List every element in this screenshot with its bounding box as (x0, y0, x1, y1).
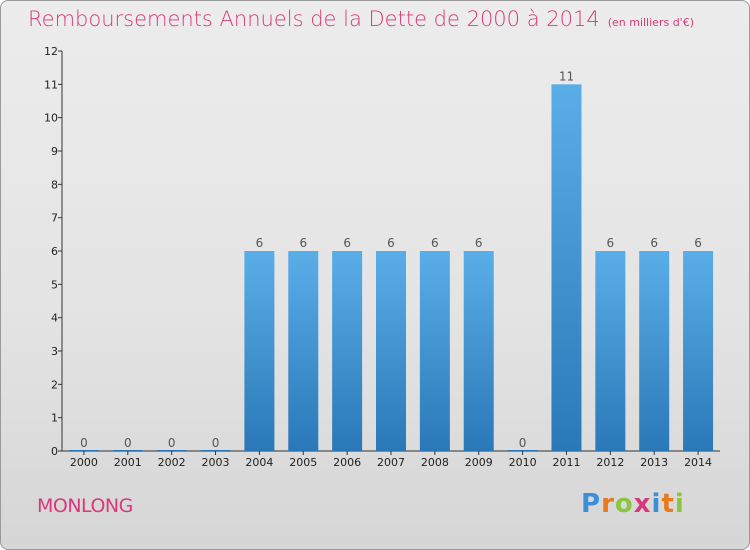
value-label-2000: 0 (80, 436, 88, 450)
bar-2009 (463, 251, 494, 451)
value-label-2013: 6 (650, 236, 658, 250)
proxiti-logo-letter: x (633, 489, 652, 519)
bar-2011 (551, 84, 582, 451)
value-label-2001: 0 (124, 436, 132, 450)
value-label-2014: 6 (694, 236, 702, 250)
value-label-2006: 6 (343, 236, 351, 250)
y-tick-label: 8 (51, 178, 58, 191)
x-tick-label: 2001 (114, 456, 142, 469)
y-tick-label: 4 (51, 312, 58, 325)
proxiti-logo-letter: t (661, 489, 675, 519)
y-tick-label: 3 (51, 345, 58, 358)
bar-2008 (419, 251, 450, 451)
y-tick-label: 11 (44, 78, 58, 91)
x-tick-label: 2010 (509, 456, 537, 469)
x-tick-label: 2013 (640, 456, 668, 469)
chart-title-text: Remboursements Annuels de la Dette de 20… (28, 7, 600, 31)
x-tick-label: 2014 (684, 456, 712, 469)
value-label-2003: 0 (212, 436, 220, 450)
value-label-2012: 6 (607, 236, 615, 250)
chart-value-labels: 0 0 0 0 6 6 6 6 6 6 0 11 6 6 6 (80, 69, 702, 450)
value-label-2011: 11 (559, 69, 574, 83)
y-tick-label: 1 (51, 412, 58, 425)
x-tick-label: 2003 (202, 456, 230, 469)
bar-2004 (244, 251, 275, 451)
y-tick-label: 12 (44, 45, 58, 58)
x-tick-label: 2009 (465, 456, 493, 469)
y-tick-label: 7 (51, 212, 58, 225)
y-tick-label: 10 (44, 112, 58, 125)
x-tick-label: 2002 (158, 456, 186, 469)
proxiti-logo-letter: i (674, 489, 685, 519)
y-tick-label: 9 (51, 145, 58, 158)
proxiti-logo-letter: P (581, 489, 602, 519)
x-tick-label: 2006 (333, 456, 361, 469)
proxiti-logo-letter: o (614, 489, 634, 519)
bar-2012 (595, 251, 626, 451)
commune-name: MONLONG (37, 495, 133, 517)
bar-2007 (376, 251, 406, 451)
value-label-2005: 6 (299, 236, 307, 250)
value-label-2004: 6 (256, 236, 264, 250)
value-label-2007: 6 (387, 236, 395, 250)
bar-2014 (683, 251, 714, 451)
y-tick-label: 5 (51, 278, 58, 291)
chart-bars (68, 84, 714, 451)
y-tick-label: 2 (51, 378, 58, 391)
proxiti-logo: Proxiti (581, 489, 685, 519)
x-tick-label: 2008 (421, 456, 449, 469)
x-tick-label: 2007 (377, 456, 405, 469)
bar-2005 (288, 251, 319, 451)
value-label-2010: 0 (519, 436, 527, 450)
x-tick-label: 2004 (245, 456, 273, 469)
x-tick-label: 2011 (552, 456, 580, 469)
chart-title: Remboursements Annuels de la Dette de 20… (28, 7, 694, 31)
bar-2006 (332, 251, 363, 451)
bar-2013 (639, 251, 670, 451)
y-tick-label: 6 (51, 245, 58, 258)
value-label-2009: 6 (475, 236, 483, 250)
proxiti-logo-letter: r (601, 489, 615, 519)
value-label-2008: 6 (431, 236, 439, 250)
x-tick-label: 2005 (289, 456, 317, 469)
proxiti-logo-letter: i (651, 489, 662, 519)
x-tick-label: 2000 (70, 456, 98, 469)
x-tick-label: 2012 (596, 456, 624, 469)
y-tick-label: 0 (51, 445, 58, 458)
value-label-2002: 0 (168, 436, 176, 450)
chart-unit: (en milliers d'€) (607, 16, 694, 29)
